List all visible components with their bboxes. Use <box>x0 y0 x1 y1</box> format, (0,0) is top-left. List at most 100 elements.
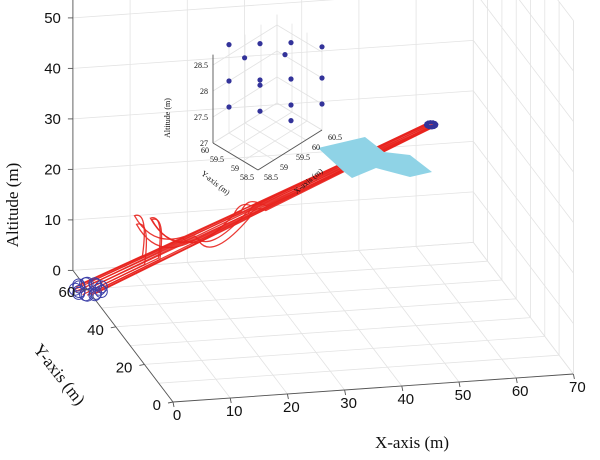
inset-tick-label: 28.5 <box>194 61 208 70</box>
inset-point <box>257 82 263 88</box>
x-tick-label: 70 <box>569 379 586 396</box>
floor-grid-line <box>130 317 531 346</box>
start-marker <box>68 282 82 296</box>
inset-tick-label: 27 <box>200 139 208 148</box>
inset-grid-line <box>276 24 323 53</box>
x-tick-mark <box>458 381 461 388</box>
side-wall-grid-line <box>472 242 574 375</box>
end-markers <box>423 120 439 130</box>
inset-y-axis-line <box>212 142 259 171</box>
x-tick-mark <box>515 377 518 384</box>
start-marker <box>72 285 86 298</box>
inset-x-axis-line <box>257 129 323 171</box>
z-tick-label: 0 <box>53 262 61 279</box>
inset-points <box>226 40 325 124</box>
x-tick-mark <box>286 393 289 400</box>
floor-grid-line <box>186 262 288 395</box>
x-tick-label: 60 <box>512 383 529 400</box>
inset-grid-line <box>244 122 291 151</box>
inset-point <box>319 44 325 50</box>
floor-grid-line <box>415 246 517 379</box>
x-tick-label: 50 <box>455 387 472 404</box>
floor-grid-line <box>115 298 517 328</box>
x-axis-line <box>172 373 574 403</box>
y-tick-mark <box>110 326 116 329</box>
inset-point <box>288 40 294 46</box>
inset-point <box>288 76 294 82</box>
floor-grid-line <box>129 266 231 399</box>
end-marker <box>429 125 435 130</box>
floor-grid-line <box>87 260 488 290</box>
start-markers <box>68 276 108 302</box>
x-tick-mark <box>401 385 404 392</box>
inset-axes <box>212 54 323 171</box>
floor-grid-line <box>301 254 403 387</box>
inset-grid <box>212 14 323 171</box>
inset-point <box>226 78 232 84</box>
main-grid <box>72 0 574 403</box>
side-wall-grid-line <box>472 191 574 324</box>
inset-tick-label: 59.5 <box>210 155 224 164</box>
inset-point <box>288 118 294 124</box>
side-wall-grid-line <box>472 141 574 274</box>
inset-tick-label: 58.5 <box>240 173 254 182</box>
inset-point <box>257 41 263 47</box>
z-tick-label: 20 <box>44 161 61 178</box>
trajectory-line <box>78 121 434 286</box>
inset-tick-label: 60 <box>312 143 320 152</box>
direction-arrow-icon <box>318 137 432 178</box>
inset-tick-label: 60.5 <box>328 133 342 142</box>
z-tick-label: 10 <box>44 212 61 229</box>
inset-grid-line <box>227 111 293 153</box>
inset-point <box>282 52 288 58</box>
back-wall-grid-line <box>72 242 474 271</box>
x-tick-label: 20 <box>283 399 300 416</box>
x-tick-label: 30 <box>340 395 357 412</box>
start-marker <box>94 280 108 294</box>
inset-point <box>226 42 232 48</box>
x-tick-mark <box>172 401 175 408</box>
inset-grid-line <box>228 132 275 161</box>
z-tick-label: 40 <box>44 60 61 77</box>
inset-tick-label: 60 <box>201 146 209 155</box>
floor-grid-line <box>358 250 460 383</box>
y-tick-label: 20 <box>116 359 133 376</box>
inset-tick-label: 59 <box>231 164 239 173</box>
z-axis-label: Altitude (m) <box>3 163 22 248</box>
inset-point <box>242 55 248 61</box>
side-wall-grid-line <box>472 90 574 223</box>
inset-point <box>288 102 294 108</box>
back-wall-grid-line <box>72 90 474 120</box>
start-marker <box>89 278 103 292</box>
inset-point <box>257 108 263 114</box>
start-marker <box>88 288 102 302</box>
inset-point <box>319 75 325 81</box>
floor-grid-line <box>158 354 560 384</box>
x-tick-mark <box>572 373 575 380</box>
side-wall-grid-line <box>472 40 574 173</box>
trajectory-line <box>98 126 433 288</box>
inset-grid-line <box>276 102 323 131</box>
trajectory-line <box>91 125 437 285</box>
back-wall-grid-line <box>72 0 335 19</box>
y-axis-label: Y-axis (m) <box>30 340 89 409</box>
inset-point <box>226 104 232 110</box>
z-tick-label: 50 <box>44 10 61 27</box>
y-tick-label: 0 <box>153 397 161 414</box>
start-marker <box>72 278 86 292</box>
inset-tick-label: 59.5 <box>296 153 310 162</box>
inset-grid-line <box>260 112 307 141</box>
inset-point <box>257 77 263 83</box>
back-wall-grid-line <box>72 141 474 170</box>
inset-tick-label: 28 <box>200 87 208 96</box>
trajectory-lines <box>74 121 437 296</box>
y-tick-mark <box>167 401 174 404</box>
x-tick-label: 10 <box>226 403 243 420</box>
x-tick-mark <box>229 397 232 404</box>
inset-grid-line <box>212 76 278 118</box>
inset-tick-label: 58.5 <box>264 173 278 182</box>
side-wall-grid-line <box>518 0 574 72</box>
inset-z-axis-label: Altitude (m) <box>163 98 172 138</box>
inset-scatter: 58.55959.56060.558.55959.5602727.52828.5… <box>163 14 342 197</box>
